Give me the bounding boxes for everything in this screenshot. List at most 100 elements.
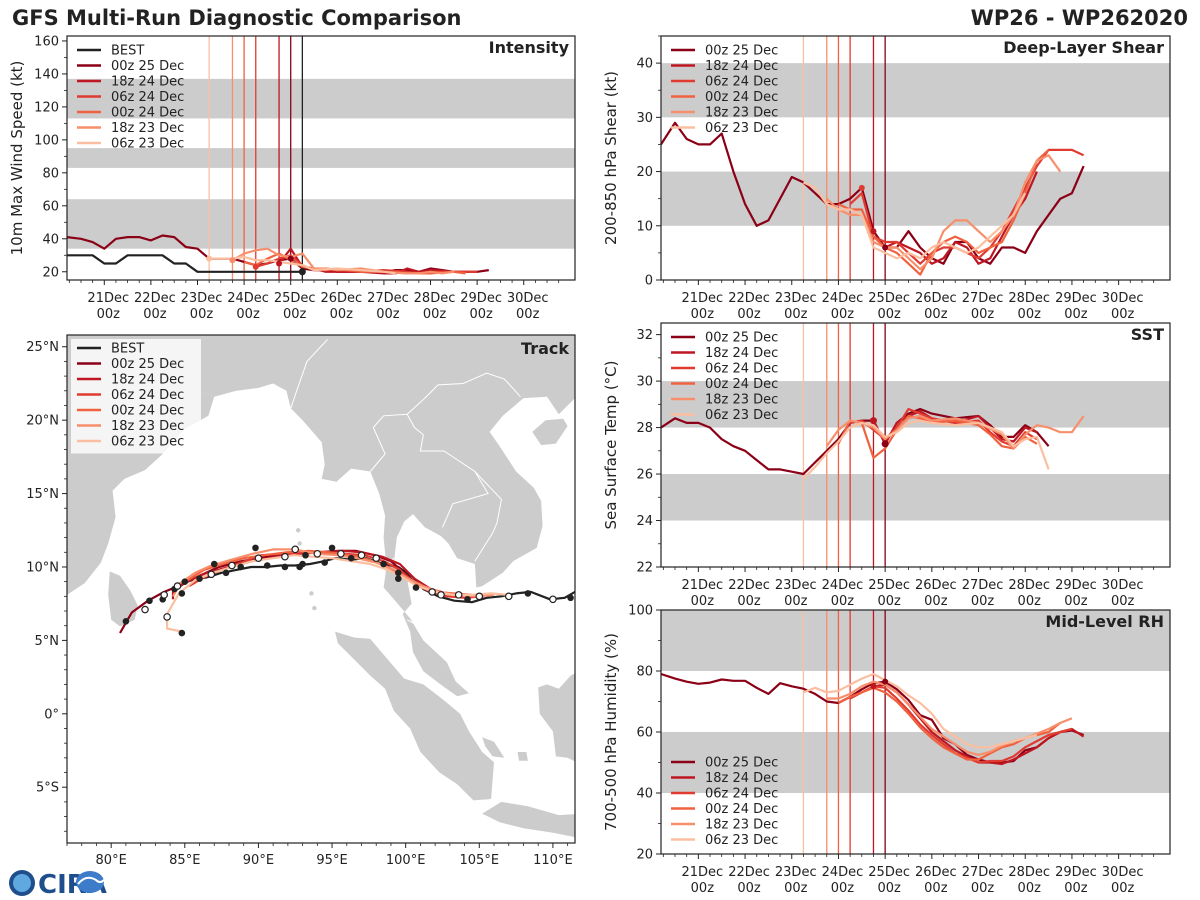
x-tick-hour: 00z: [691, 881, 715, 896]
country-border: [474, 471, 502, 562]
track-marker-open: [549, 595, 557, 604]
x-tick-hour: 00z: [924, 881, 948, 896]
x-tick-day: 26Dec: [320, 291, 362, 306]
x-tick-day: 24Dec: [822, 291, 864, 306]
x-tick-day: 25Dec: [868, 578, 910, 593]
y-tick-label: 120: [34, 100, 59, 115]
y-tick-label: 140: [34, 67, 59, 82]
run-start-marker: [881, 440, 889, 448]
x-tick-day: 24Dec: [227, 291, 269, 306]
y-tick-label: 30: [636, 111, 653, 126]
x-tick-hour: 00z: [784, 594, 808, 609]
y-tick-label: 100: [628, 604, 653, 619]
track-marker-filled: [464, 595, 471, 603]
x-tick-label: 105°E: [460, 853, 500, 868]
x-tick-hour: 00z: [1111, 307, 1135, 322]
legend-label: 18z 24 Dec: [705, 771, 778, 786]
x-tick-label: 95°E: [316, 853, 347, 868]
x-tick-hour: 00z: [784, 307, 808, 322]
x-tick-hour: 00z: [831, 307, 855, 322]
panel-title: Track: [521, 339, 569, 358]
track-marker-open: [428, 588, 436, 596]
y-tick-label: 26: [636, 468, 653, 483]
x-tick-day: 29Dec: [1055, 865, 1097, 880]
x-tick-hour: 00z: [971, 881, 995, 896]
shear-panel: 01020304021Dec00z22Dec00z23Dec00z24Dec00…: [602, 35, 1171, 322]
x-tick-hour: 00z: [924, 594, 948, 609]
x-tick-day: 23Dec: [775, 291, 817, 306]
shaded-band: [661, 610, 1170, 671]
shaded-band: [661, 63, 1170, 118]
country-border: [422, 372, 521, 400]
track-marker-open: [163, 613, 171, 621]
x-tick-hour: 00z: [831, 594, 855, 609]
x-tick-day: 21Dec: [682, 291, 724, 306]
y-tick-label: 40: [636, 57, 653, 72]
x-tick-day: 22Dec: [728, 865, 770, 880]
legend-label: 00z 24 Dec: [111, 106, 184, 121]
x-tick-hour: 00z: [376, 307, 400, 322]
x-tick-hour: 00z: [1018, 881, 1042, 896]
y-tick-label: 32: [636, 328, 653, 343]
wave-icon: [76, 871, 104, 893]
y-tick-label: 15°N: [26, 487, 59, 502]
y-tick-label: 5°S: [36, 781, 59, 796]
legend-label: 00z 25 Dec: [705, 756, 778, 771]
track-panel: 80°E 85°E 90°E 95°E 100°E 105°E 110°E 25°N 20°N 1…: [26, 334, 576, 868]
x-tick-day: 28Dec: [1008, 291, 1050, 306]
shaded-band: [67, 148, 575, 168]
track-marker-filled: [122, 618, 130, 625]
legend-label: 00z 25 Dec: [705, 44, 778, 59]
track-marker-filled: [146, 597, 153, 605]
series-line: [660, 672, 1084, 764]
run-start-marker: [870, 683, 877, 690]
run-start-marker: [206, 255, 213, 262]
legend-label: BEST: [111, 44, 144, 59]
track-marker-open: [254, 554, 263, 562]
legend-label: 06z 24 Dec: [111, 90, 184, 105]
legend-label: 00z 25 Dec: [111, 357, 184, 372]
track-marker-open: [504, 592, 513, 601]
borneo: [538, 673, 575, 762]
x-tick-hour: 00z: [1018, 594, 1042, 609]
y-axis-label: 700-500 hPa Humidity (%): [602, 633, 620, 831]
run-start-marker: [882, 244, 889, 251]
track-marker-open: [141, 605, 149, 614]
andaman-island: [309, 591, 314, 596]
run-start-marker: [870, 228, 877, 235]
track-marker-filled: [222, 569, 230, 577]
x-tick-label: 100°E: [386, 853, 426, 868]
x-tick-day: 29Dec: [460, 291, 502, 306]
wave-swirl: [77, 876, 105, 885]
track-marker-open: [454, 591, 463, 599]
series-line: [802, 181, 1027, 260]
legend-label: 06z 23 Dec: [705, 121, 778, 136]
legend-label: 00z 24 Dec: [705, 377, 778, 392]
figure-title: GFS Multi-Run Diagnostic Comparison: [12, 6, 461, 30]
x-tick-day: 24Dec: [822, 578, 864, 593]
track-marker-filled: [263, 562, 271, 569]
globe-inner: [13, 874, 31, 892]
run-start-marker: [858, 184, 865, 191]
track-marker-filled: [524, 590, 532, 597]
x-tick-day: 27Dec: [367, 291, 409, 306]
legend-label: 18z 23 Dec: [705, 393, 778, 408]
x-tick-day: 27Dec: [962, 291, 1004, 306]
legend-label: 18z 23 Dec: [111, 121, 184, 136]
x-tick-day: 28Dec: [1008, 865, 1050, 880]
x-tick-day: 21Dec: [682, 578, 724, 593]
x-tick-day: 22Dec: [728, 578, 770, 593]
x-tick-day: 23Dec: [775, 578, 817, 593]
x-tick-hour: 00z: [1111, 881, 1135, 896]
andaman-island: [312, 605, 317, 611]
x-tick-label: 85°E: [169, 853, 200, 868]
legend-label: 06z 24 Dec: [111, 388, 184, 403]
x-tick-hour: 00z: [971, 307, 995, 322]
x-tick-day: 30Dec: [507, 291, 549, 306]
belitung-island: [517, 752, 528, 761]
track-marker-filled: [178, 590, 186, 597]
country-border: [369, 399, 424, 472]
plot-frame: [660, 35, 1171, 281]
legend-label: 06z 24 Dec: [705, 75, 778, 90]
x-tick-day: 30Dec: [1102, 865, 1144, 880]
